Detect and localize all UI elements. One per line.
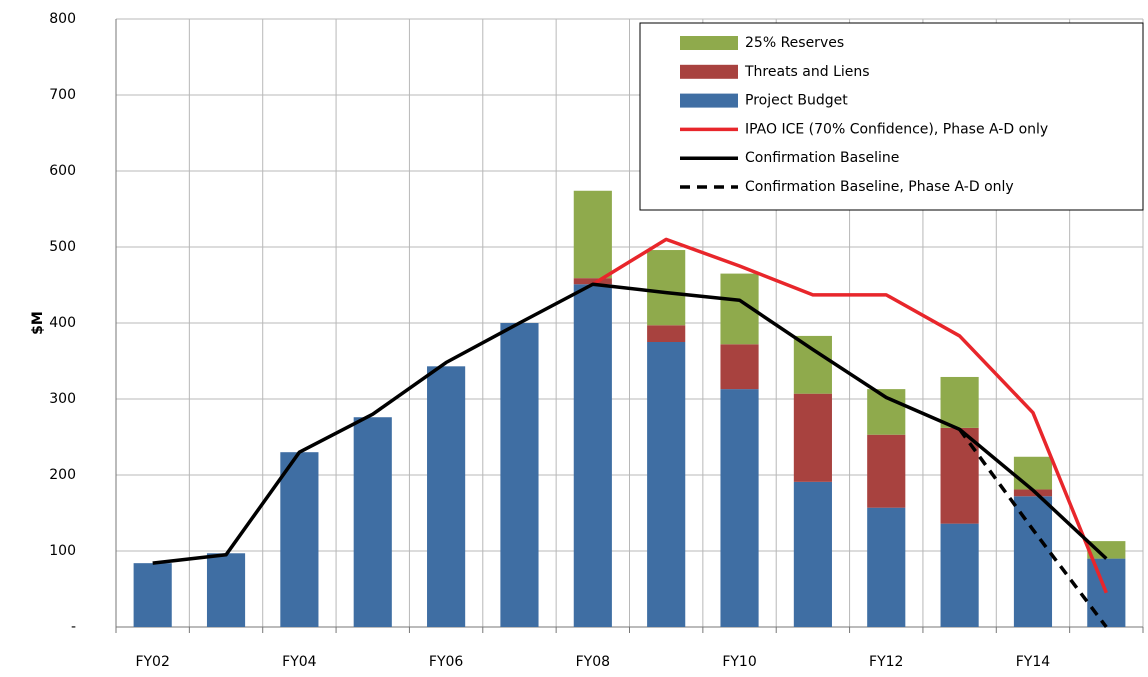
bar-segment [867,434,906,508]
y-tick-label: 200 [49,467,76,483]
line-series [958,428,1108,629]
y-axis-label: $M [30,311,46,335]
bar-segment [573,278,612,285]
bar-segment [500,323,539,627]
legend-label: Threats and Liens [744,64,870,80]
x-tick-label: FY14 [1016,654,1051,670]
bar-segment [867,507,906,627]
y-tick-label: 300 [49,391,76,407]
x-tick-label: FY04 [282,654,317,670]
x-tick-label: FY08 [576,654,610,670]
y-tick-label: 100 [49,543,76,559]
legend-swatch [680,36,738,50]
y-tick-label: 400 [49,315,76,331]
x-tick-label: FY02 [135,654,169,670]
legend-swatch [680,93,738,108]
line-series [152,282,1108,565]
legend-box [639,22,1144,211]
bar-segment [720,389,759,627]
legend-label: 25% Reserves [745,35,844,51]
bar-segment [280,452,319,627]
bar-segment [647,342,686,627]
x-tick-label: FY12 [869,654,903,670]
legend-swatch [680,64,738,79]
bar-segment [1013,489,1053,497]
bar-segment [940,376,979,428]
bar-segment [793,481,832,627]
bar-segment [720,344,759,390]
legend-label: IPAO ICE (70% Confidence), Phase A-D onl… [745,121,1048,137]
x-tick-label: FY06 [429,654,464,670]
bar-segment [206,553,246,627]
bar-segment [427,366,466,627]
line-series [591,237,1108,594]
bar-segment [353,417,392,627]
bar-segment [647,325,686,342]
bar-segment [940,523,979,627]
y-tick-label: 500 [49,239,76,255]
legend-label: Confirmation Baseline [745,150,899,166]
bar-segment [133,563,172,627]
bar-segment [1087,541,1126,559]
bar-segment [793,393,832,482]
bar-segment [573,284,612,627]
bar-segment [647,250,686,326]
y-tick-label: 700 [49,87,76,103]
bar-segment [1013,456,1053,490]
y-tick-label: 800 [49,11,76,27]
y-tick-label: - [71,619,76,635]
legend-label: Confirmation Baseline, Phase A-D only [745,179,1014,195]
bar-segment [1013,496,1053,627]
y-tick-label: 600 [49,163,76,179]
legend-label: Project Budget [745,93,848,109]
bar-segment [573,190,612,279]
x-tick-label: FY10 [722,654,756,670]
bar-segment [793,335,832,394]
